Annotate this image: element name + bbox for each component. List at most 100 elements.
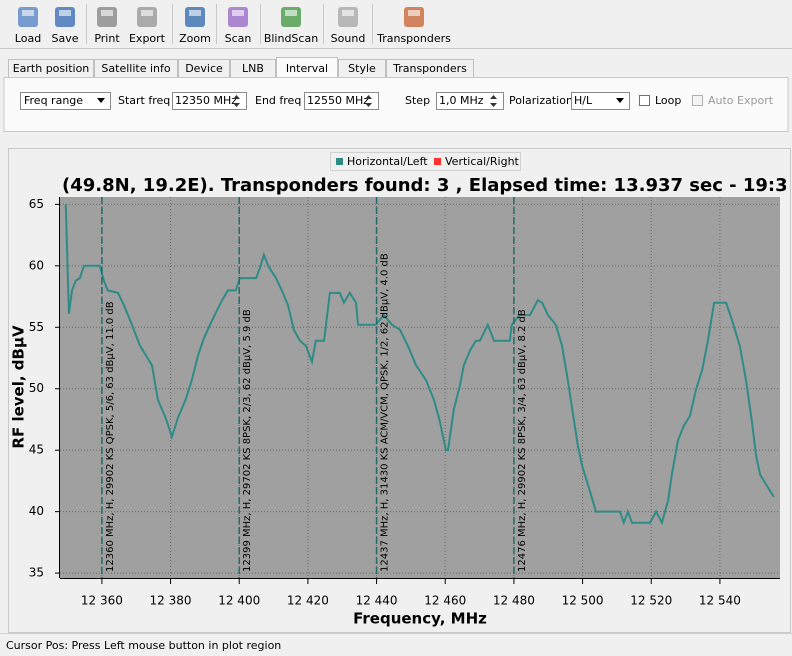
y-tick-label: 60 [29,258,44,272]
end-spin[interactable] [304,92,379,110]
x-tick-label: 12 400 [218,594,260,608]
tab-label: Satellite info [101,62,170,75]
y-tick-label: 65 [29,197,44,211]
auto-export-label: Auto Export [708,94,774,107]
button-icon-highlight [342,10,354,16]
button-label: Export [129,32,166,45]
toolbar-button[interactable]: Scan [225,7,252,45]
button-label: Load [15,32,41,45]
button-icon-highlight [408,10,420,16]
step-value: 1,0 MHz [439,94,484,107]
x-tick-label: 12 520 [630,594,672,608]
loop-checkbox[interactable] [639,95,650,106]
series-line [64,204,775,526]
button-label: Print [94,32,120,45]
mode-value: Freq range [24,94,83,107]
y-axis-label: RF level, dBµV [10,325,28,449]
mode-combo[interactable] [20,92,111,110]
tab[interactable]: Satellite info [94,59,178,78]
legend-label: Horizontal/Left [347,155,428,168]
chart-title: (49.8N, 19.2E). Transponders found: 3 , … [62,175,792,196]
status-text: Cursor Pos: Press Left mouse button in p… [6,639,281,652]
button-label: Scan [225,32,252,45]
toolbar-button[interactable]: Zoom [179,7,211,45]
combo-arrow [616,98,624,103]
x-tick-label: 12 480 [493,594,535,608]
step-label: Step [405,94,430,107]
button-label: Save [51,32,78,45]
x-tick-label: 12 500 [562,594,604,608]
legend [330,152,521,171]
toolbar-button[interactable]: Export [129,7,166,45]
auto-export-checkbox [692,95,703,106]
pol-value: H/L [574,94,593,107]
button-icon-highlight [59,10,71,16]
step-spin[interactable] [436,92,504,110]
spin-arrows [365,95,372,107]
start-value: 12350 MHz [175,94,237,107]
legend-label: Vertical/Right [445,155,520,168]
toolbar-button[interactable]: Print [94,7,120,45]
transponder-label: 12360 MHz, H, 29902 KS QPSK, 5/6, 63 dBµ… [105,301,116,572]
toolbar: Load Save Print Export Zoom Scan BlindScan Soun… [15,4,451,45]
plot-area [60,197,780,578]
loop-label: Loop [655,94,681,107]
button-icon-highlight [141,10,153,16]
toolbar-button[interactable]: Load [15,7,41,45]
toolbar-button[interactable]: Transponders [376,7,451,45]
button-label: Zoom [179,32,211,45]
y-tick-label: 40 [29,504,44,518]
tab[interactable]: Device [178,59,230,78]
combo-arrow [97,98,105,103]
button-icon-highlight [189,10,201,16]
button-icon-highlight [285,10,297,16]
button-icon-highlight [232,10,244,16]
end-label: End freq [255,94,301,107]
pol-label: Polarization [509,94,573,107]
tab[interactable]: LNB [230,59,276,78]
x-tick-label: 12 420 [287,594,329,608]
legend-swatch [336,158,343,165]
tab[interactable]: Transponders [386,59,474,78]
start-spin[interactable] [172,92,247,110]
end-value: 12550 MHz [307,94,369,107]
transponder-label: 12399 MHz, H, 29702 KS 8PSK, 2/3, 62 dBµ… [242,309,253,572]
y-tick-label: 55 [29,320,44,334]
y-tick-label: 50 [29,381,44,395]
spin-arrows [233,95,240,107]
start-label: Start freq [118,94,170,107]
y-tick-label: 45 [29,443,44,457]
tab-label: Earth position [13,62,90,75]
x-tick-label: 12 360 [81,594,123,608]
x-tick-label: 12 440 [356,594,398,608]
tab-label: LNB [242,62,264,75]
spin-arrows [490,95,497,107]
pol-combo[interactable] [571,92,630,110]
tab-label: Style [348,62,376,75]
button-label: Sound [331,32,366,45]
toolbar-button[interactable]: Save [51,7,79,45]
toolbar-button[interactable]: BlindScan [264,7,318,45]
x-tick-label: 12 380 [150,594,192,608]
transponder-label: 12437 MHz, H, 31430 KS ACM/VCM, QPSK, 1/… [380,253,391,572]
y-tick-label: 35 [29,566,44,580]
legend-swatch [434,158,441,165]
transponder-label: 12476 MHz, H, 29902 KS 8PSK, 3/4, 63 dBµ… [517,309,528,572]
toolbar-button[interactable]: Sound [331,7,366,45]
tab-panel [3,77,789,132]
tab-strip: Earth position Satellite info Device LNB Int… [8,57,474,79]
x-axis-label: Frequency, MHz [353,610,487,628]
tab-label: Device [185,62,223,75]
tab[interactable]: Earth position [8,59,94,78]
button-label: Transponders [376,32,451,45]
x-tick-label: 12 540 [699,594,741,608]
button-icon-highlight [22,10,34,16]
button-icon-highlight [101,10,113,16]
controls: Freq range Start freq 12350 MHz End freq… [20,92,774,110]
tab[interactable]: Style [338,59,386,78]
x-tick-label: 12 460 [424,594,466,608]
tab-label: Transponders [392,62,467,75]
tab[interactable]: Interval [276,57,338,79]
